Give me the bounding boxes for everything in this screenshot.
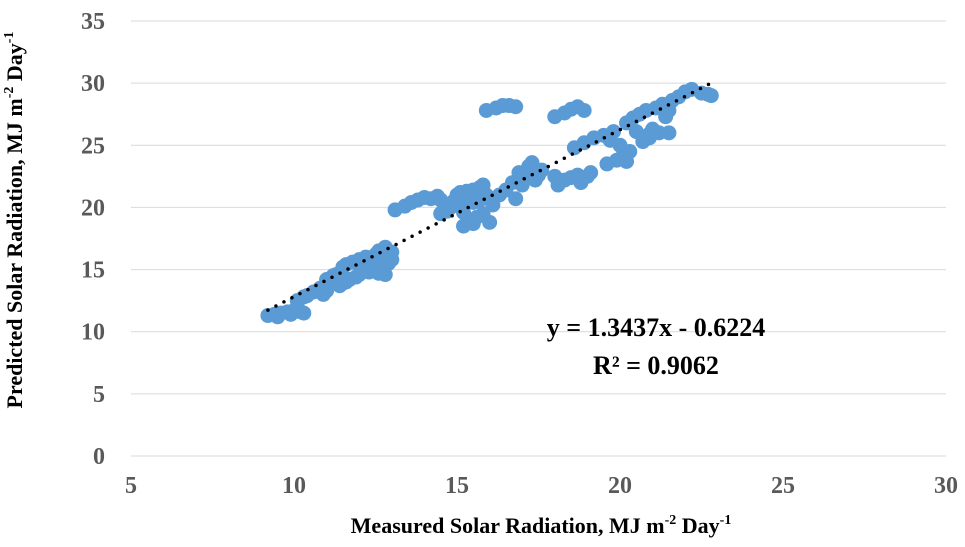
- data-point: [508, 99, 524, 115]
- trendline-path: [266, 81, 714, 312]
- trendline-equation: y = 1.3437x - 0.6224: [547, 313, 765, 342]
- data-point: [641, 126, 657, 142]
- data-point: [478, 102, 494, 118]
- data-point: [583, 165, 599, 181]
- data-point: [384, 252, 400, 268]
- x-tick-label: 5: [125, 473, 137, 499]
- data-point: [661, 125, 677, 141]
- gridlines: [131, 20, 946, 395]
- trendline: [266, 81, 714, 312]
- data-point: [703, 88, 719, 104]
- y-tick-label: 30: [81, 71, 105, 97]
- data-point: [270, 309, 286, 325]
- data-point: [605, 124, 621, 140]
- data-points: [260, 81, 719, 325]
- x-tick-label: 25: [771, 473, 795, 499]
- data-point: [508, 191, 524, 207]
- data-point: [661, 102, 677, 118]
- x-tick-label: 20: [608, 473, 632, 499]
- x-tick-label: 30: [934, 473, 958, 499]
- r-squared-label: R² = 0.9062: [593, 351, 719, 380]
- y-tick-label: 20: [81, 195, 105, 221]
- x-tick-label: 15: [445, 473, 469, 499]
- y-tick-label: 10: [81, 320, 105, 346]
- data-point: [612, 137, 628, 153]
- y-tick-labels: 0 5 10 15 20 25 30 35: [81, 9, 105, 470]
- x-tick-labels: 5 10 15 20 25 30: [125, 473, 958, 499]
- x-tick-label: 10: [282, 473, 306, 499]
- y-tick-label: 5: [93, 382, 105, 408]
- y-tick-label: 25: [81, 133, 105, 159]
- data-point: [482, 214, 498, 230]
- y-axis-title: Predicted Solar Radiation, MJ m-2 Day-1: [2, 32, 27, 409]
- y-tick-label: 0: [93, 444, 105, 470]
- y-tick-label: 35: [81, 9, 105, 35]
- y-tick-label: 15: [81, 258, 105, 284]
- data-point: [576, 102, 592, 118]
- x-axis-title: Measured Solar Radiation, MJ m-2 Day-1: [351, 513, 732, 538]
